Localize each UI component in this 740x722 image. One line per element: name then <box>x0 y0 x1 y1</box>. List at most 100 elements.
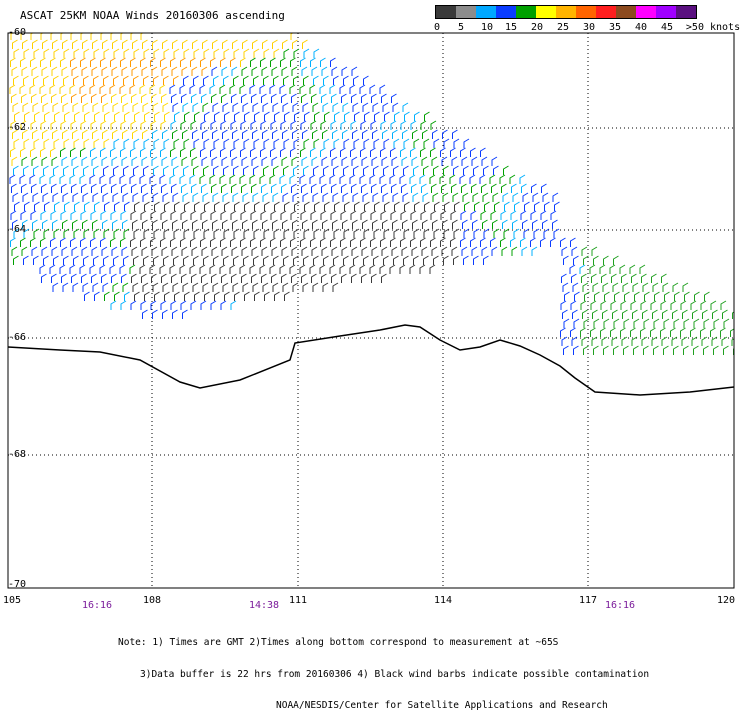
wind-barb <box>233 75 239 85</box>
wind-barb <box>153 48 160 58</box>
wind-barb <box>311 246 318 256</box>
wind-barb <box>181 273 187 283</box>
wind-barb <box>132 192 139 202</box>
wind-barb <box>349 84 356 94</box>
wind-barb <box>79 84 86 94</box>
wind-barb <box>280 147 286 157</box>
wind-barb <box>50 33 54 40</box>
wind-barb <box>214 291 220 301</box>
wind-barb <box>310 120 317 130</box>
wind-barb <box>491 246 498 256</box>
wind-barb <box>252 282 259 292</box>
wind-barb <box>103 75 109 85</box>
wind-barb <box>272 129 278 139</box>
wind-barb <box>361 273 367 283</box>
wind-barb <box>133 75 139 85</box>
colorbar-swatch <box>536 6 556 18</box>
wind-barb <box>723 318 730 328</box>
wind-barb <box>34 201 40 211</box>
wind-barb <box>664 291 670 301</box>
wind-barb <box>371 156 378 166</box>
wind-barb <box>312 129 318 139</box>
wind-barb <box>641 273 647 283</box>
wind-barb <box>609 264 616 274</box>
wind-barb <box>381 273 387 283</box>
wind-barb <box>350 237 356 247</box>
wind-barb <box>61 66 68 76</box>
wind-barb <box>640 300 647 310</box>
wind-barb <box>583 255 589 265</box>
wind-barb <box>621 273 627 283</box>
wind-barb <box>193 48 200 58</box>
wind-barb <box>241 246 248 256</box>
wind-barb <box>571 246 578 256</box>
wind-barb <box>262 102 269 112</box>
wind-barb <box>230 300 237 310</box>
wind-barb <box>314 201 320 211</box>
wind-barb <box>451 246 458 256</box>
wind-barb <box>131 246 138 256</box>
wind-barb <box>100 147 106 157</box>
wind-barb <box>113 48 120 58</box>
wind-barb <box>99 174 106 184</box>
wind-barb <box>373 228 380 238</box>
wind-barb <box>191 156 198 166</box>
wind-barb <box>130 33 134 40</box>
wind-barb <box>90 33 94 40</box>
wind-barb <box>332 192 339 202</box>
wind-barb <box>162 282 169 292</box>
wind-barb <box>289 174 296 184</box>
wind-barb <box>323 75 329 85</box>
wind-barb <box>584 291 590 301</box>
wind-barb <box>334 201 340 211</box>
wind-barb <box>333 255 339 265</box>
wind-barb <box>61 93 67 103</box>
wind-barb <box>480 237 486 247</box>
wind-barb <box>650 300 657 310</box>
wind-barb <box>720 327 726 337</box>
wind-barb <box>13 48 20 58</box>
wind-barb <box>211 156 218 166</box>
wind-barb <box>299 84 306 94</box>
wind-barb <box>52 282 59 292</box>
wind-barb <box>322 102 329 112</box>
wind-barb <box>534 201 540 211</box>
wind-barb <box>540 210 547 220</box>
wind-barb <box>79 264 86 274</box>
wind-barb <box>13 228 20 238</box>
wind-barb <box>204 111 210 121</box>
wind-barb <box>462 219 468 229</box>
wind-barb <box>370 237 376 247</box>
wind-barb <box>481 246 488 256</box>
wind-barb <box>590 327 596 337</box>
wind-barb <box>142 282 149 292</box>
wind-barb <box>32 39 38 49</box>
wind-barb <box>560 327 566 337</box>
wind-barb <box>332 282 339 292</box>
wind-barb <box>171 246 178 256</box>
wind-barb <box>369 264 376 274</box>
wind-barb <box>632 309 638 319</box>
wind-barb <box>662 282 669 292</box>
wind-barb <box>262 129 268 139</box>
wind-barb <box>650 327 656 337</box>
wind-barb <box>121 183 127 193</box>
wind-barb <box>91 246 98 256</box>
wind-barb <box>313 75 319 85</box>
wind-barb <box>353 228 360 238</box>
wind-barb <box>111 273 117 283</box>
wind-barb <box>572 282 579 292</box>
wind-barb <box>250 237 256 247</box>
wind-barb <box>22 192 29 202</box>
wind-barb <box>374 111 380 121</box>
wind-barb <box>392 219 398 229</box>
wind-barb <box>140 300 147 310</box>
wind-barb <box>204 291 210 301</box>
wind-barb <box>721 336 728 346</box>
wind-barb <box>44 201 50 211</box>
wind-barb <box>24 201 30 211</box>
wind-barb <box>223 48 230 58</box>
wind-barb <box>330 57 336 67</box>
wind-barb <box>410 210 417 220</box>
wind-barb <box>114 291 120 301</box>
